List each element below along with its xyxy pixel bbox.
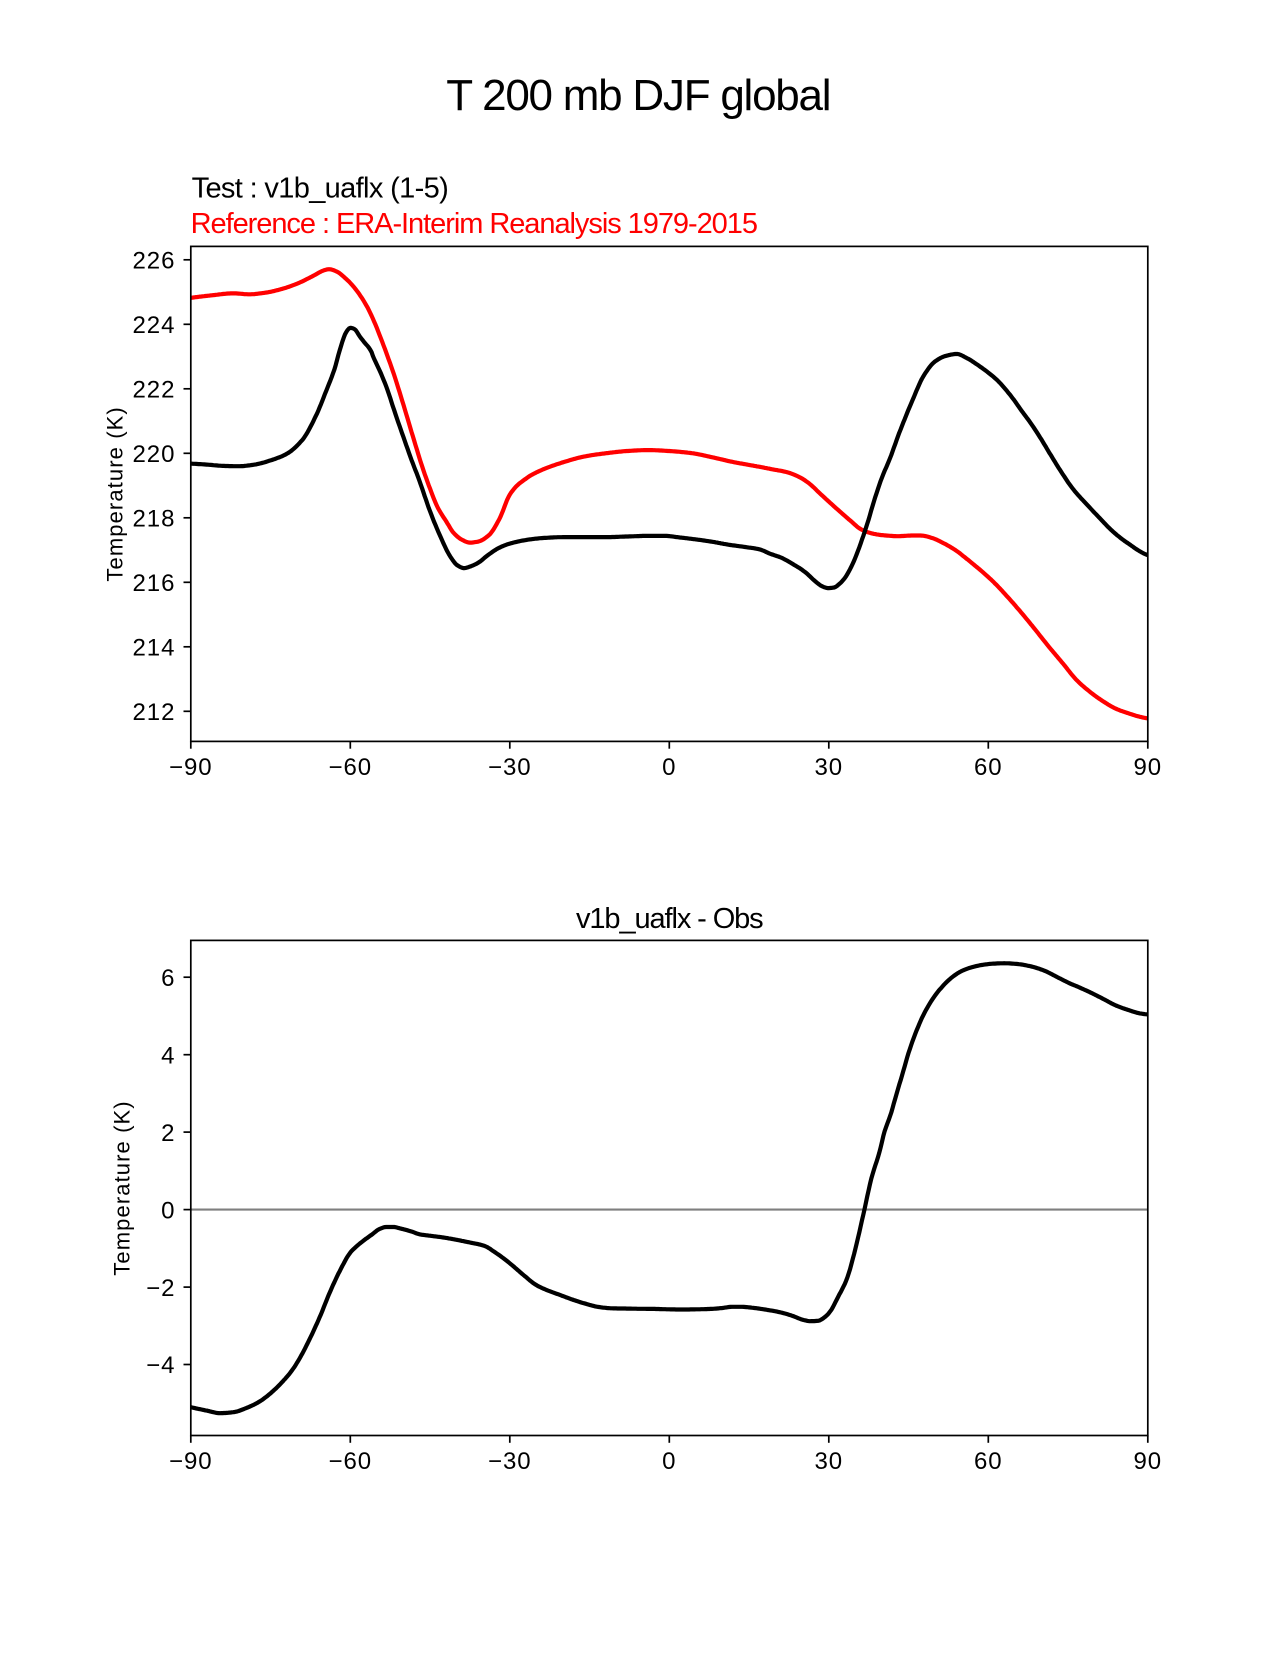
svg-text:30: 30 bbox=[814, 754, 843, 781]
svg-text:60: 60 bbox=[974, 754, 1003, 781]
svg-text:4: 4 bbox=[161, 1042, 175, 1069]
svg-text:216: 216 bbox=[132, 570, 175, 597]
svg-text:0: 0 bbox=[662, 754, 676, 781]
svg-text:−60: −60 bbox=[328, 754, 372, 781]
svg-text:0: 0 bbox=[662, 1448, 676, 1475]
svg-text:90: 90 bbox=[1133, 1448, 1162, 1475]
svg-text:6: 6 bbox=[161, 965, 175, 992]
svg-text:Temperature (K): Temperature (K) bbox=[110, 1100, 135, 1275]
svg-text:220: 220 bbox=[132, 441, 175, 468]
svg-text:−30: −30 bbox=[488, 1448, 532, 1475]
svg-text:214: 214 bbox=[132, 635, 175, 662]
svg-text:v1b_uaflx - Obs: v1b_uaflx - Obs bbox=[576, 903, 763, 935]
svg-text:90: 90 bbox=[1133, 754, 1162, 781]
svg-text:Reference : ERA-Interim Reanal: Reference : ERA-Interim Reanalysis 1979-… bbox=[191, 208, 757, 240]
svg-text:2: 2 bbox=[161, 1120, 175, 1147]
svg-text:226: 226 bbox=[132, 248, 175, 275]
svg-text:222: 222 bbox=[132, 377, 175, 404]
svg-text:−60: −60 bbox=[328, 1448, 372, 1475]
svg-text:212: 212 bbox=[132, 699, 175, 726]
svg-text:60: 60 bbox=[974, 1448, 1003, 1475]
svg-text:Temperature (K): Temperature (K) bbox=[103, 406, 128, 581]
svg-text:−4: −4 bbox=[146, 1352, 175, 1379]
svg-text:−2: −2 bbox=[146, 1275, 175, 1302]
svg-text:T 200 mb DJF global: T 200 mb DJF global bbox=[446, 71, 830, 120]
svg-text:224: 224 bbox=[132, 312, 175, 339]
svg-text:−90: −90 bbox=[169, 754, 213, 781]
svg-text:0: 0 bbox=[161, 1197, 175, 1224]
svg-text:−30: −30 bbox=[488, 754, 532, 781]
svg-text:218: 218 bbox=[132, 506, 175, 533]
svg-text:Test : v1b_uaflx (1-5): Test : v1b_uaflx (1-5) bbox=[192, 172, 449, 204]
svg-text:−90: −90 bbox=[169, 1448, 213, 1475]
svg-text:30: 30 bbox=[814, 1448, 843, 1475]
